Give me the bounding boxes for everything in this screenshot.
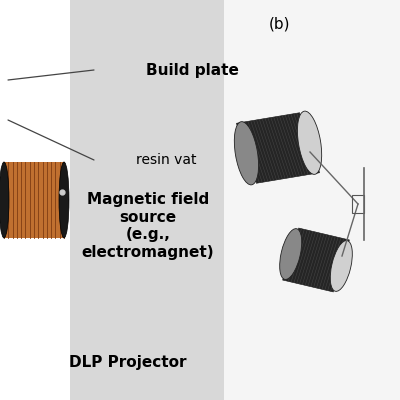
Text: DLP Projector: DLP Projector — [69, 354, 187, 370]
Text: Magnetic field
source
(e.g.,
electromagnet): Magnetic field source (e.g., electromagn… — [82, 192, 214, 260]
Ellipse shape — [280, 229, 302, 280]
Polygon shape — [283, 228, 349, 292]
Text: (b): (b) — [269, 16, 291, 32]
FancyBboxPatch shape — [70, 0, 224, 400]
FancyBboxPatch shape — [4, 162, 64, 238]
Polygon shape — [236, 113, 320, 183]
FancyBboxPatch shape — [224, 0, 400, 400]
Ellipse shape — [0, 162, 9, 238]
Ellipse shape — [298, 111, 322, 174]
Ellipse shape — [330, 240, 352, 291]
Text: resin vat: resin vat — [136, 153, 196, 167]
Ellipse shape — [234, 122, 258, 185]
Text: Build plate: Build plate — [146, 62, 239, 78]
Ellipse shape — [59, 162, 69, 238]
